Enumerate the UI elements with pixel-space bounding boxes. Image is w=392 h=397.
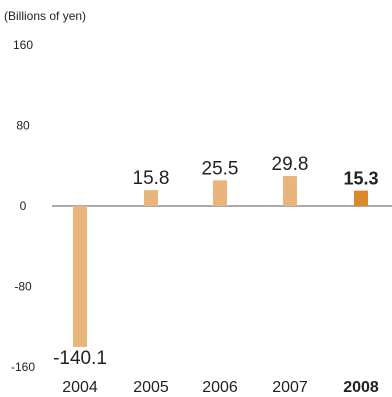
y-tick-label: -160 [11,360,35,374]
x-tick-label: 2004 [62,379,98,396]
value-label: 15.8 [133,168,170,189]
value-label: 15.3 [343,169,378,189]
value-label: 29.8 [272,154,309,175]
value-labels-group: -140.1 15.8 25.5 29.8 15.3 [53,154,378,369]
y-tick-label: 160 [13,38,33,52]
x-tick-label: 2006 [202,379,238,396]
y-tick-label: 0 [20,199,27,213]
y-tick-label: 80 [16,119,30,133]
x-tick-label: 2008 [343,379,379,396]
bar-2007 [283,176,297,206]
y-axis: 160 80 0 -80 -160 [11,38,35,374]
y-tick-label: -80 [14,280,32,294]
bar-2006 [213,180,227,206]
value-label: -140.1 [53,348,107,369]
bar-2004 [73,206,87,347]
x-tick-label: 2005 [133,379,169,396]
x-axis: 2004 2005 2006 2007 2008 [62,379,379,396]
x-tick-label: 2007 [272,379,308,396]
value-label: 25.5 [202,158,239,179]
bars-group [73,176,368,347]
unit-label: (Billions of yen) [4,9,86,23]
bar-2008 [354,190,368,206]
bar-2005 [144,190,158,206]
